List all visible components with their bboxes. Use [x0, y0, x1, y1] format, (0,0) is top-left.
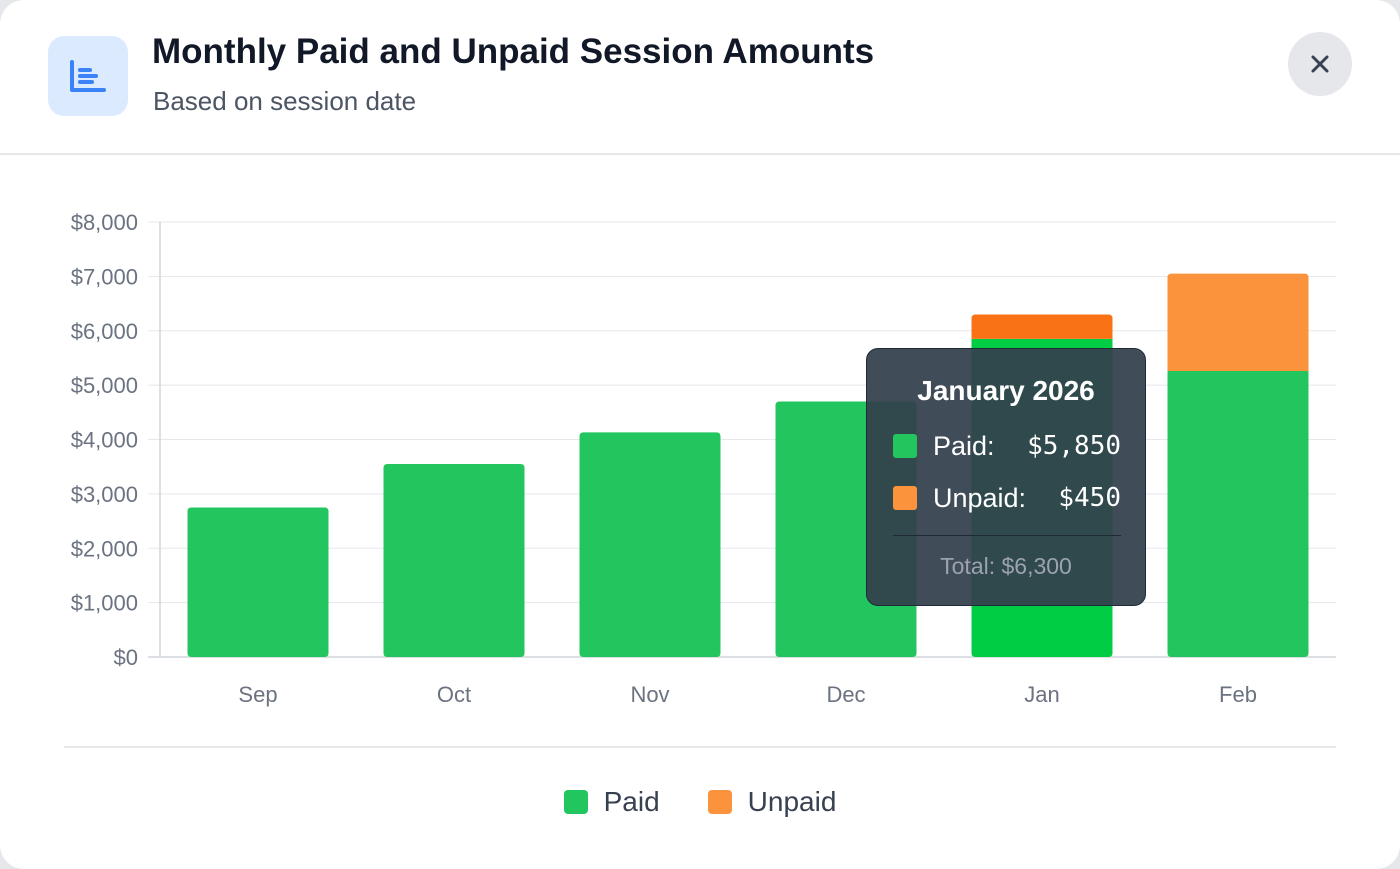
x-tick-label: Feb [1219, 682, 1257, 707]
bar-unpaid-feb [1167, 273, 1309, 371]
tooltip-paid-label: Paid: [933, 430, 995, 461]
legend-label-paid: Paid [603, 786, 660, 817]
dialog-subtitle: Based on session date [153, 86, 417, 116]
bar-chart-icon-glyph [70, 60, 106, 92]
legend-item-paid[interactable]: Paid [563, 786, 660, 818]
dialog-header: Monthly Paid and Unpaid Session Amounts … [0, 0, 1400, 155]
bar-chart-icon [48, 36, 128, 116]
tooltip-swatch-paid [893, 434, 917, 458]
close-icon[interactable] [1308, 52, 1332, 76]
chart-legend: Paid Unpaid [0, 780, 1400, 824]
bar-chart: $0 $1,000 $2,000 $3,000 $4,000 $5,000 $6,000 $7… [71, 210, 1336, 707]
y-tick-label: $2,000 [71, 536, 138, 561]
tooltip-row-paid: Paid: $5,850 [893, 430, 1121, 462]
x-tick-label: Oct [437, 682, 471, 707]
y-tick-label: $3,000 [71, 482, 138, 507]
chart-tooltip: January 2026 Paid: $5,850 Unpaid: $450 T… [866, 348, 1146, 606]
y-tick-label: $7,000 [71, 264, 138, 289]
y-tick-label: $4,000 [71, 428, 138, 453]
tooltip-separator [893, 535, 1121, 536]
tooltip-total: Total: $6,300 [940, 553, 1072, 579]
tooltip-row-unpaid: Unpaid: $450 [893, 482, 1121, 514]
legend-label-unpaid: Unpaid [747, 786, 837, 817]
close-button[interactable] [1288, 32, 1352, 96]
x-tick-label: Jan [1024, 682, 1059, 707]
x-tick-label: Nov [630, 682, 669, 707]
tooltip-unpaid-label: Unpaid: [933, 482, 1027, 513]
bar-unpaid-jan [971, 314, 1113, 339]
y-tick-label: $1,000 [71, 591, 138, 616]
x-tick-label: Sep [238, 682, 277, 707]
y-tick-label: $6,000 [71, 319, 138, 344]
y-tick-label: $8,000 [71, 210, 138, 235]
tooltip-unpaid-value: $450 [1058, 483, 1121, 513]
legend-swatch-paid [563, 790, 588, 814]
legend-item-unpaid[interactable]: Unpaid [707, 786, 837, 818]
y-tick-label: $5,000 [71, 373, 138, 398]
x-tick-label: Dec [826, 682, 865, 707]
y-tick-label: $0 [114, 645, 138, 670]
bar-paid-oct [383, 463, 525, 657]
tooltip-paid-value: $5,850 [1027, 431, 1121, 461]
bar-paid-nov [579, 432, 721, 657]
tooltip-swatch-unpaid [893, 486, 917, 510]
dialog-title: Monthly Paid and Unpaid Session Amounts [152, 32, 875, 71]
bar-paid-sep [187, 507, 329, 657]
legend-swatch-unpaid [707, 790, 732, 814]
tooltip-title: January 2026 [917, 375, 1095, 406]
bar-paid-feb [1167, 370, 1309, 657]
legend-divider [64, 746, 1336, 748]
